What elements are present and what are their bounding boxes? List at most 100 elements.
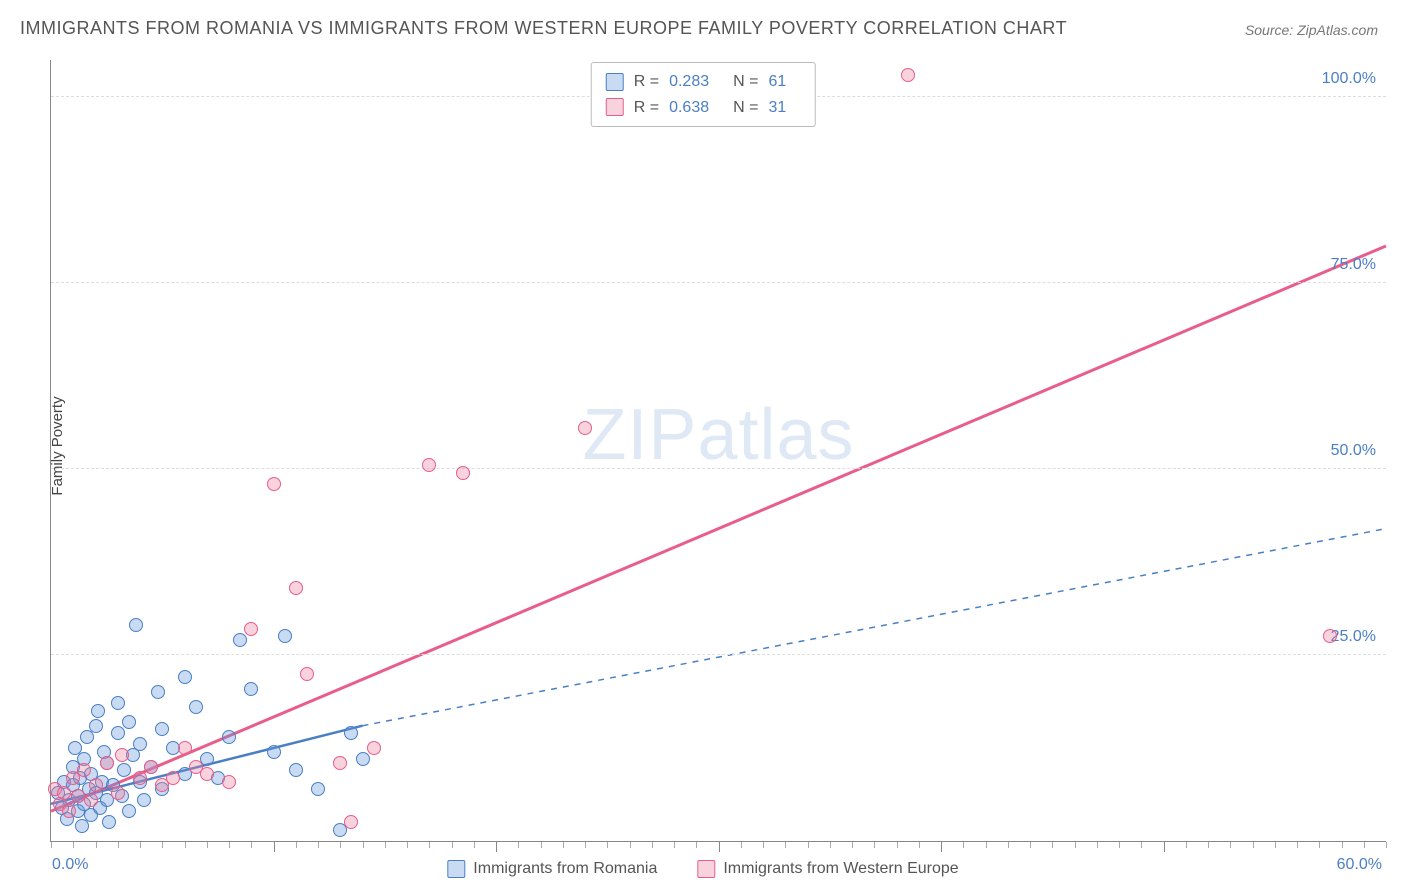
x-tick-minor [852,842,853,848]
plot-area: ZIPatlas 25.0%50.0%75.0%100.0% [50,60,1386,842]
data-point-western_europe [178,741,192,755]
x-tick-minor [607,842,608,848]
data-point-romania [155,722,169,736]
data-point-western_europe [289,581,303,595]
data-point-romania [111,726,125,740]
stats-legend: R = 0.283 N = 61 R = 0.638 N = 31 [591,62,816,127]
x-tick-minor [140,842,141,848]
x-tick-minor [96,842,97,848]
legend-label-west-eu: Immigrants from Western Europe [723,860,958,878]
swatch-west-eu [606,98,624,116]
x-tick-major [496,842,497,852]
r-label: R = [634,95,659,121]
x-tick-minor [407,842,408,848]
x-tick-minor [118,842,119,848]
data-point-western_europe [578,421,592,435]
n-label: N = [733,95,758,121]
source-attribution: Source: ZipAtlas.com [1245,22,1378,38]
data-point-romania [102,815,116,829]
x-tick-major [274,842,275,852]
x-tick-minor [452,842,453,848]
stats-row-west-eu: R = 0.638 N = 31 [606,95,801,121]
data-point-romania [133,737,147,751]
data-point-western_europe [89,778,103,792]
data-point-western_europe [62,804,76,818]
data-point-western_europe [222,775,236,789]
chart-title: IMMIGRANTS FROM ROMANIA VS IMMIGRANTS FR… [20,18,1067,39]
x-tick-minor [385,842,386,848]
x-tick-minor [696,842,697,848]
x-tick-minor [874,842,875,848]
x-tick-minor [1052,842,1053,848]
x-tick-minor [1075,842,1076,848]
x-tick-minor [73,842,74,848]
data-point-western_europe [344,815,358,829]
data-point-romania [129,618,143,632]
x-tick-minor [251,842,252,848]
gridline-h [51,282,1386,283]
x-tick-minor [1186,842,1187,848]
y-tick-label: 50.0% [1331,442,1376,460]
legend-label-romania: Immigrants from Romania [473,860,657,878]
x-tick-minor [162,842,163,848]
data-point-western_europe [456,466,470,480]
x-tick-minor [630,842,631,848]
x-tick-minor [963,842,964,848]
x-tick-minor [1097,842,1098,848]
x-tick-minor [1297,842,1298,848]
x-tick-minor [1030,842,1031,848]
swatch-west-eu-bottom [697,860,715,878]
data-point-romania [222,730,236,744]
x-tick-minor [585,842,586,848]
gridline-h [51,468,1386,469]
x-tick-minor [808,842,809,848]
swatch-romania [606,73,624,91]
data-point-western_europe [57,786,71,800]
x-tick-minor [1008,842,1009,848]
data-point-western_europe [901,68,915,82]
data-point-romania [122,804,136,818]
data-point-romania [122,715,136,729]
x-axis-max-label: 60.0% [1337,856,1382,874]
bottom-legend: Immigrants from Romania Immigrants from … [447,860,958,878]
data-point-romania [91,704,105,718]
gridline-h [51,654,1386,655]
x-tick-minor [318,842,319,848]
x-tick-minor [1275,842,1276,848]
data-point-romania [278,629,292,643]
data-point-romania [244,682,258,696]
swatch-romania-bottom [447,860,465,878]
x-tick-minor [429,842,430,848]
x-tick-minor [919,842,920,848]
data-point-western_europe [71,789,85,803]
trend-lines-svg [51,60,1386,841]
x-tick-minor [1364,842,1365,848]
data-point-western_europe [166,771,180,785]
data-point-romania [233,633,247,647]
x-axis-min-label: 0.0% [52,856,88,874]
n-label: N = [733,69,758,95]
legend-item-romania: Immigrants from Romania [447,860,657,878]
data-point-western_europe [267,477,281,491]
data-point-romania [267,745,281,759]
data-point-western_europe [100,756,114,770]
data-point-romania [311,782,325,796]
x-tick-minor [474,842,475,848]
data-point-romania [111,696,125,710]
x-tick-minor [563,842,564,848]
data-point-romania [89,719,103,733]
source-name: ZipAtlas.com [1297,22,1378,38]
data-point-western_europe [300,667,314,681]
data-point-romania [344,726,358,740]
x-tick-minor [541,842,542,848]
x-tick-minor [363,842,364,848]
x-tick-major [1164,842,1165,852]
x-tick-minor [1253,842,1254,848]
x-tick-minor [296,842,297,848]
x-tick-minor [763,842,764,848]
data-point-western_europe [111,786,125,800]
x-tick-minor [1208,842,1209,848]
data-point-romania [189,700,203,714]
x-tick-major [719,842,720,852]
data-point-western_europe [244,622,258,636]
